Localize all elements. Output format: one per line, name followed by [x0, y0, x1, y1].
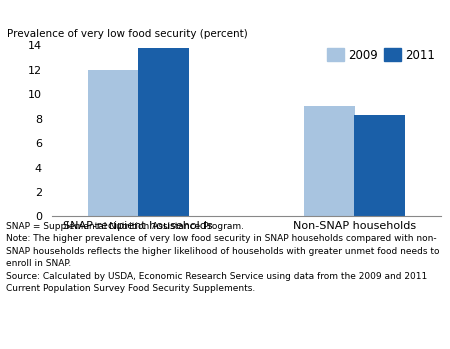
Bar — [304, 106, 355, 216]
Bar — [355, 115, 405, 216]
Text: Prevalence of very low food security (percent): Prevalence of very low food security (pe… — [7, 29, 248, 38]
Bar — [88, 70, 138, 216]
Text: SNAP = Supplemental Nutrition Assistance Program.
Note: The higher prevalence of: SNAP = Supplemental Nutrition Assistance… — [6, 222, 439, 293]
Bar — [138, 48, 189, 216]
Legend: 2009, 2011: 2009, 2011 — [327, 48, 435, 61]
Text: Percent of low-income U.S. households with very low food security: Percent of low-income U.S. households wi… — [6, 12, 450, 25]
